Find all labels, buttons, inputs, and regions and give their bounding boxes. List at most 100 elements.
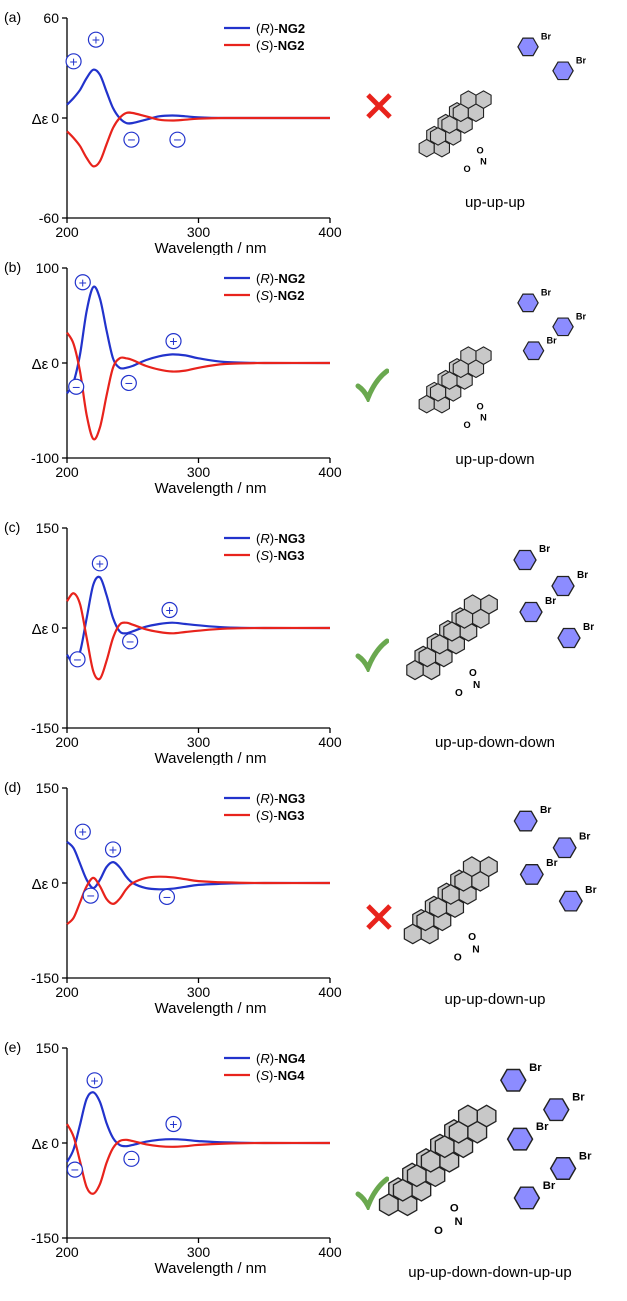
band-sign-label: + xyxy=(92,32,100,48)
y-axis-label: Δε xyxy=(32,621,49,638)
bromine-label: Br xyxy=(541,31,552,41)
oxygen-label: O xyxy=(476,402,483,412)
bromine-label: Br xyxy=(540,805,551,816)
positive-band-marker xyxy=(74,823,91,840)
check-stroke xyxy=(355,638,389,672)
negative-band-marker xyxy=(82,887,99,904)
negative-band-marker xyxy=(123,1150,140,1167)
molecule-structure: Br Br Br Br NOO xyxy=(403,805,597,964)
structure-diagram: Br Br Br Br NOO xyxy=(406,544,594,699)
figure-panel: (c) -150 0 150 200 300 400 Δε Wavelength / nm (R)… xyxy=(0,510,627,765)
bromine-label: Br xyxy=(576,55,587,65)
figure-panel: (d) -150 0 150 200 300 400 Δε Wavelength / nm (R)… xyxy=(0,770,627,1025)
x-axis-label: Wavelength / nm xyxy=(155,750,267,765)
aryl-ring xyxy=(552,317,574,337)
series-line-r xyxy=(66,840,331,891)
positive-band-marker xyxy=(74,274,91,291)
bromine-label: Br xyxy=(529,1062,542,1074)
y-tick-label: 60 xyxy=(43,10,59,26)
y-tick-label: -150 xyxy=(31,970,59,986)
structure-diagram: Br Br Br Br Br NOO xyxy=(378,1062,592,1237)
oxygen-label: O xyxy=(450,1203,459,1215)
band-sign-label: − xyxy=(73,651,81,667)
oxygen-label: O xyxy=(454,953,462,964)
nitrogen-label: N xyxy=(473,680,480,691)
figure-panel: (a) -60 0 60 200 300 400 Δε Wavelength / nm (R)-N… xyxy=(0,0,627,255)
series-line-r xyxy=(66,1091,331,1163)
bromine-label: Br xyxy=(576,311,587,321)
band-sign-label: − xyxy=(126,633,134,649)
band-sign-label: + xyxy=(169,333,177,349)
series-line-s xyxy=(66,331,331,441)
band-sign-label: + xyxy=(96,555,104,571)
positive-band-marker xyxy=(165,1115,182,1133)
panel-letter: (a) xyxy=(4,9,21,25)
figure-panel: (e) -150 0 150 200 300 400 Δε Wavelength / nm (R)… xyxy=(0,1030,627,1285)
x-tick-label: 200 xyxy=(55,984,79,1000)
nitrogen-label: N xyxy=(480,413,487,423)
cross-mark-icon xyxy=(366,93,392,119)
conformation-label: up-up-down xyxy=(455,451,535,468)
x-tick-label: 300 xyxy=(187,464,211,480)
structure-diagram: Br Br NOO xyxy=(418,31,587,174)
x-tick-label: 400 xyxy=(318,984,342,1000)
band-sign-label: + xyxy=(69,53,77,69)
band-sign-label: − xyxy=(125,375,133,391)
y-axis-label: Δε xyxy=(32,111,49,128)
negative-band-marker xyxy=(169,131,186,148)
x-axis-label: Wavelength / nm xyxy=(155,240,267,255)
x-tick-label: 200 xyxy=(55,734,79,750)
series-line-s xyxy=(66,875,331,926)
legend-entry: (S)-NG2 xyxy=(256,288,304,303)
band-sign-label: + xyxy=(109,841,117,857)
cd-spectrum-chart: (a) -60 0 60 200 300 400 Δε Wavelength / nm (R)-N… xyxy=(4,9,342,255)
series-line-s xyxy=(66,592,331,681)
band-sign-label: + xyxy=(79,274,87,290)
y-tick-label: 150 xyxy=(36,520,60,536)
positive-band-marker xyxy=(104,841,122,858)
band-sign-label: − xyxy=(163,889,171,905)
conformation-label: up-up-up xyxy=(464,194,526,211)
band-sign-label: − xyxy=(71,1162,79,1178)
conformation-label: up-up-down-down xyxy=(434,734,556,751)
oxygen-label: O xyxy=(469,668,477,679)
y-axis-label: Δε xyxy=(32,876,49,893)
molecule-structure: Br Br Br Br Br NOO xyxy=(378,1062,592,1237)
panel-letter: (b) xyxy=(4,259,21,275)
nitrogen-label: N xyxy=(480,157,487,167)
cross-mark-icon xyxy=(366,904,392,930)
y-tick-label: -100 xyxy=(31,450,59,466)
x-axis-label: Wavelength / nm xyxy=(155,480,267,497)
cross-stroke xyxy=(366,93,392,119)
oxygen-label: O xyxy=(468,932,476,943)
aryl-ring xyxy=(513,1186,541,1210)
aryl-ring xyxy=(522,341,545,361)
bromine-label: Br xyxy=(541,287,552,297)
bromine-label: Br xyxy=(539,544,550,555)
x-tick-label: 300 xyxy=(187,734,211,750)
bromine-label: Br xyxy=(572,1092,585,1104)
legend-entry: (R)-NG3 xyxy=(256,531,305,546)
legend-entry: (S)-NG4 xyxy=(256,1068,305,1083)
y-tick-label: -150 xyxy=(31,1230,59,1246)
aryl-ring xyxy=(513,549,537,571)
graphene-ring xyxy=(460,346,477,366)
molecule-structure: Br Br Br Br NOO xyxy=(406,544,594,699)
legend-entry: (R)-NG4 xyxy=(256,1051,306,1066)
aryl-ring xyxy=(551,575,575,597)
check-stroke xyxy=(355,1176,389,1210)
legend-entry: (S)-NG3 xyxy=(256,808,304,823)
structure-diagram: Br Br Br NOO xyxy=(418,287,587,430)
bromine-label: Br xyxy=(579,832,590,843)
y-tick-label: 0 xyxy=(51,355,59,371)
bromine-label: Br xyxy=(543,1180,556,1192)
conformation-label: up-up-down-down-up-up xyxy=(408,1264,572,1281)
aryl-ring xyxy=(549,1157,577,1181)
y-axis-label: Δε xyxy=(32,1136,49,1153)
nitrogen-label: N xyxy=(472,944,479,955)
y-tick-label: 0 xyxy=(51,1135,59,1151)
check-mark-icon xyxy=(355,368,389,402)
graphene-ring xyxy=(463,594,482,615)
conformation-label: up-up-down-up xyxy=(444,991,546,1008)
bromine-label: Br xyxy=(577,570,588,581)
